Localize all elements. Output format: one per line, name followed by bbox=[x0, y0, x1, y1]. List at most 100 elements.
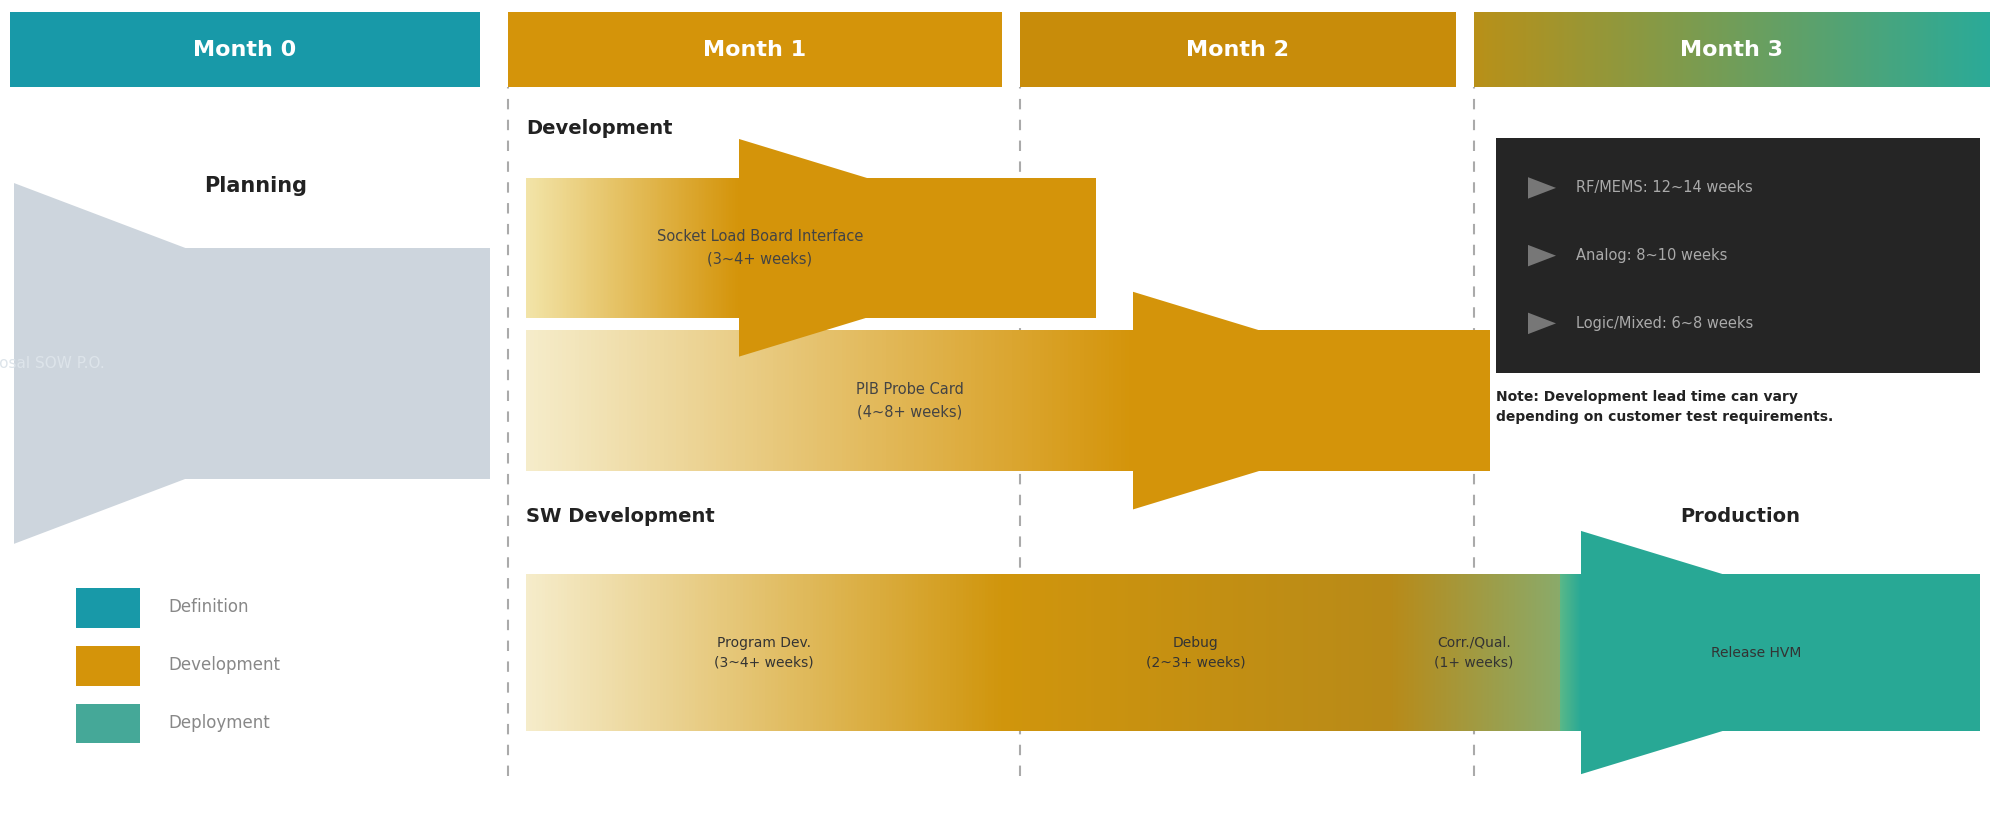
Polygon shape bbox=[1012, 574, 1014, 731]
Polygon shape bbox=[1824, 12, 1828, 87]
Polygon shape bbox=[1370, 574, 1372, 731]
Polygon shape bbox=[1140, 574, 1142, 731]
Polygon shape bbox=[1854, 12, 1856, 87]
Polygon shape bbox=[1240, 574, 1244, 731]
Polygon shape bbox=[842, 574, 844, 731]
Polygon shape bbox=[1672, 12, 1676, 87]
Polygon shape bbox=[1482, 12, 1484, 87]
Polygon shape bbox=[1020, 330, 1024, 471]
Polygon shape bbox=[1960, 12, 1962, 87]
Polygon shape bbox=[960, 574, 962, 731]
Polygon shape bbox=[1686, 12, 1688, 87]
Polygon shape bbox=[576, 574, 580, 731]
Polygon shape bbox=[1704, 12, 1706, 87]
Polygon shape bbox=[870, 574, 874, 731]
FancyBboxPatch shape bbox=[508, 12, 1002, 87]
Polygon shape bbox=[1150, 574, 1154, 731]
Polygon shape bbox=[1892, 12, 1894, 87]
Polygon shape bbox=[1604, 12, 1606, 87]
Polygon shape bbox=[1508, 12, 1510, 87]
Polygon shape bbox=[1788, 12, 1792, 87]
Polygon shape bbox=[984, 330, 988, 471]
Polygon shape bbox=[632, 330, 636, 471]
Polygon shape bbox=[744, 330, 748, 471]
Polygon shape bbox=[1580, 531, 1980, 774]
Polygon shape bbox=[1796, 12, 1800, 87]
Polygon shape bbox=[928, 574, 930, 731]
Text: Month 2: Month 2 bbox=[1186, 40, 1290, 59]
Polygon shape bbox=[1200, 574, 1202, 731]
Polygon shape bbox=[616, 574, 618, 731]
Polygon shape bbox=[886, 574, 890, 731]
Polygon shape bbox=[1142, 574, 1146, 731]
Polygon shape bbox=[562, 574, 564, 731]
Polygon shape bbox=[1936, 12, 1938, 87]
Polygon shape bbox=[1110, 574, 1112, 731]
Polygon shape bbox=[652, 330, 656, 471]
Polygon shape bbox=[1884, 12, 1886, 87]
Polygon shape bbox=[1528, 312, 1556, 334]
Polygon shape bbox=[1880, 12, 1882, 87]
Polygon shape bbox=[1078, 574, 1082, 731]
Polygon shape bbox=[538, 574, 542, 731]
Polygon shape bbox=[842, 330, 846, 471]
Polygon shape bbox=[816, 574, 820, 731]
Polygon shape bbox=[1016, 330, 1020, 471]
Polygon shape bbox=[910, 330, 914, 471]
Polygon shape bbox=[1338, 574, 1342, 731]
Polygon shape bbox=[758, 574, 762, 731]
Polygon shape bbox=[982, 574, 984, 731]
Polygon shape bbox=[1120, 574, 1122, 731]
Polygon shape bbox=[1864, 12, 1866, 87]
Text: Debug
(2~3+ weeks): Debug (2~3+ weeks) bbox=[1146, 636, 1246, 669]
Polygon shape bbox=[914, 330, 918, 471]
Polygon shape bbox=[654, 574, 656, 731]
Polygon shape bbox=[848, 574, 852, 731]
Polygon shape bbox=[796, 574, 800, 731]
Polygon shape bbox=[1174, 574, 1176, 731]
Polygon shape bbox=[542, 330, 546, 471]
Polygon shape bbox=[1484, 12, 1486, 87]
Polygon shape bbox=[1300, 574, 1302, 731]
Polygon shape bbox=[996, 330, 1000, 471]
Polygon shape bbox=[1178, 574, 1182, 731]
Polygon shape bbox=[1696, 12, 1698, 87]
Polygon shape bbox=[550, 330, 554, 471]
Polygon shape bbox=[1184, 574, 1186, 731]
Polygon shape bbox=[1724, 12, 1726, 87]
Polygon shape bbox=[1934, 12, 1936, 87]
Polygon shape bbox=[580, 574, 584, 731]
Polygon shape bbox=[1022, 574, 1024, 731]
Polygon shape bbox=[554, 574, 558, 731]
Polygon shape bbox=[1190, 574, 1192, 731]
Polygon shape bbox=[1768, 12, 1770, 87]
Polygon shape bbox=[1084, 330, 1088, 471]
Polygon shape bbox=[1820, 12, 1822, 87]
Polygon shape bbox=[1658, 12, 1660, 87]
Polygon shape bbox=[1644, 12, 1646, 87]
Polygon shape bbox=[934, 330, 938, 471]
Polygon shape bbox=[874, 330, 878, 471]
Polygon shape bbox=[1828, 12, 1830, 87]
Polygon shape bbox=[1894, 12, 1898, 87]
Polygon shape bbox=[1756, 12, 1758, 87]
Polygon shape bbox=[1588, 12, 1590, 87]
Polygon shape bbox=[1822, 12, 1824, 87]
Polygon shape bbox=[1246, 574, 1248, 731]
Polygon shape bbox=[1310, 574, 1312, 731]
Polygon shape bbox=[1606, 12, 1608, 87]
Polygon shape bbox=[620, 330, 624, 471]
Polygon shape bbox=[1388, 574, 1390, 731]
Polygon shape bbox=[1662, 12, 1664, 87]
Polygon shape bbox=[940, 574, 944, 731]
Text: PIB Probe Card
(4~8+ weeks): PIB Probe Card (4~8+ weeks) bbox=[856, 382, 964, 420]
Polygon shape bbox=[1504, 12, 1508, 87]
Polygon shape bbox=[1168, 574, 1172, 731]
Polygon shape bbox=[1518, 12, 1520, 87]
Polygon shape bbox=[1048, 574, 1050, 731]
Polygon shape bbox=[762, 574, 764, 731]
Polygon shape bbox=[1270, 574, 1272, 731]
Polygon shape bbox=[1226, 574, 1228, 731]
Polygon shape bbox=[1794, 12, 1796, 87]
Polygon shape bbox=[694, 574, 698, 731]
